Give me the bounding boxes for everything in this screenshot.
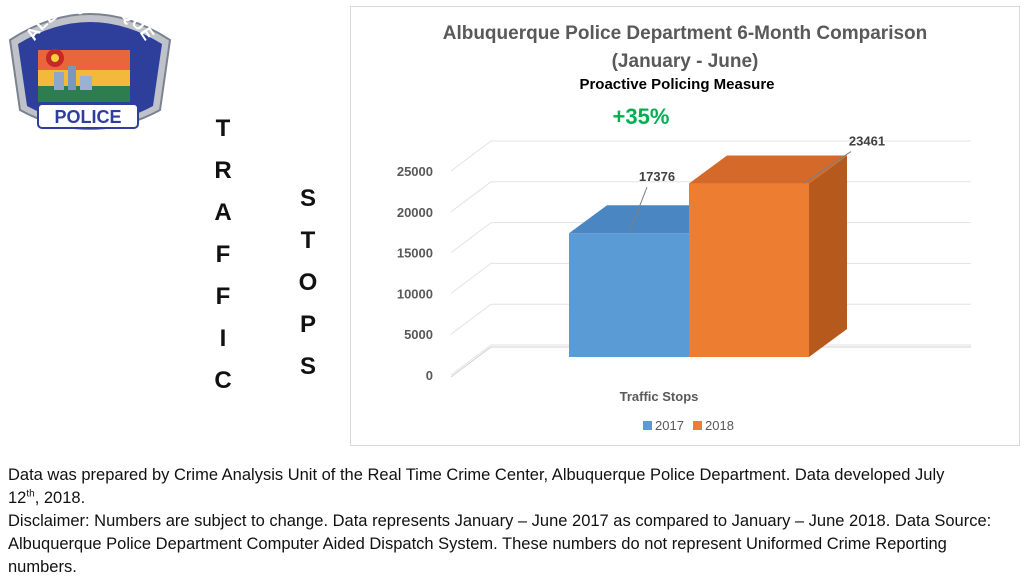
bar-2018 — [689, 183, 809, 357]
letter: I — [219, 325, 227, 352]
letter: S — [299, 353, 316, 380]
letter: F — [215, 241, 231, 268]
legend: 2017 2018 — [643, 418, 734, 433]
letter: R — [214, 157, 232, 184]
y-tick-label: 5000 — [404, 327, 433, 342]
chart-panel: Albuquerque Police Department 6-Month Co… — [350, 6, 1020, 446]
letter: T — [300, 227, 316, 254]
y-tick-label: 10000 — [397, 286, 433, 301]
bar-2017 — [569, 233, 689, 357]
y-axis-ticks: 0 5000 10000 15000 20000 25000 — [397, 164, 433, 383]
letter: S — [299, 185, 316, 212]
change-percent-label: +35% — [613, 104, 670, 129]
letter: A — [214, 199, 232, 226]
footer-data-source-line: Data was prepared by Crime Analysis Unit… — [8, 466, 945, 507]
vertical-word-stops: S T O P S — [293, 178, 323, 388]
data-label-leader — [802, 151, 852, 184]
letter: C — [214, 367, 232, 394]
data-label-2018: 23461 — [849, 134, 885, 149]
chart-title-line2: (January - June) — [612, 51, 759, 72]
letter: F — [215, 283, 231, 310]
apd-police-badge-logo: ALBUQUERQUE POLICE — [8, 0, 172, 130]
legend-label-2017: 2017 — [655, 418, 684, 433]
vertical-word-traffic: T R A F F I C — [208, 108, 238, 402]
gridline — [450, 140, 971, 172]
letter: P — [299, 311, 316, 338]
bar-2017-top — [569, 205, 727, 234]
data-labels: 17376 23461 — [628, 134, 885, 234]
y-tick-label: 15000 — [397, 246, 433, 261]
letter: O — [298, 269, 318, 296]
data-label-2017: 17376 — [639, 169, 675, 184]
bar-2018-top — [689, 155, 847, 184]
y-tick-label: 0 — [426, 368, 433, 383]
legend-swatch-2018 — [693, 421, 702, 430]
legend-label-2018: 2018 — [705, 418, 734, 433]
footer-disclaimer: Disclaimer: Numbers are subject to chang… — [8, 512, 992, 576]
chart-title-line1: Albuquerque Police Department 6-Month Co… — [443, 23, 928, 44]
bar-chart: Albuquerque Police Department 6-Month Co… — [397, 23, 971, 433]
bars — [569, 155, 847, 357]
badge-ribbon — [37, 103, 139, 129]
data-label-leader — [628, 187, 648, 234]
badge-bottom-text: POLICE — [54, 107, 121, 127]
chart-subtitle: Proactive Policing Measure — [579, 76, 774, 93]
y-tick-label: 25000 — [397, 164, 433, 179]
x-axis-category-label: Traffic Stops — [620, 389, 699, 404]
bar-2018-side — [809, 155, 847, 357]
legend-swatch-2017 — [643, 421, 652, 430]
letter: T — [215, 115, 231, 142]
y-tick-label: 20000 — [397, 205, 433, 220]
footer-notes: Data was prepared by Crime Analysis Unit… — [8, 464, 1018, 579]
